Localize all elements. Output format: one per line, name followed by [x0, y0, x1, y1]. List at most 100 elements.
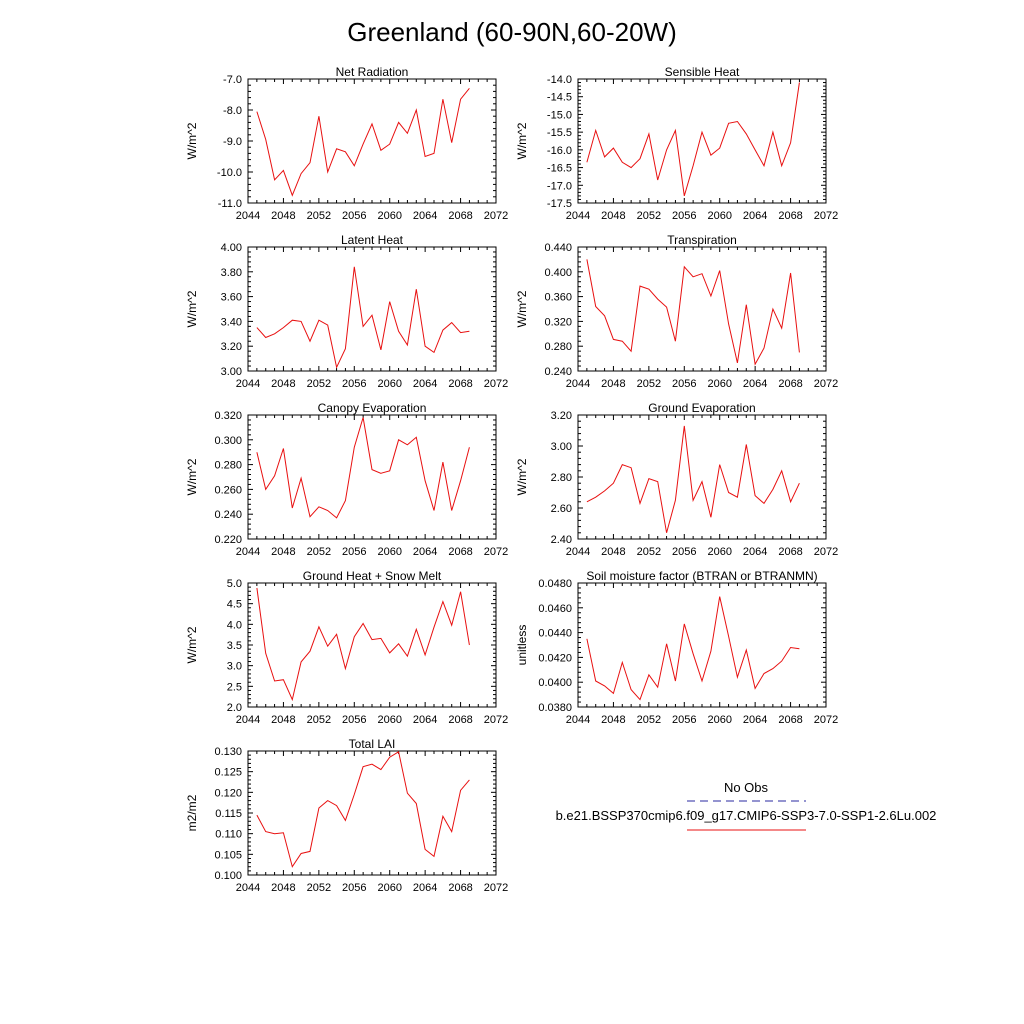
panel-title: Sensible Heat [665, 65, 740, 79]
y-tick-label: 0.130 [214, 746, 242, 758]
x-tick-label: 2064 [413, 210, 437, 222]
x-tick-label: 2064 [413, 882, 437, 894]
panel-title: Net Radiation [336, 65, 409, 79]
x-tick-label: 2072 [814, 210, 838, 222]
x-tick-label: 2048 [601, 210, 625, 222]
y-axis-label: W/m^2 [515, 458, 529, 495]
y-tick-label: 2.5 [227, 681, 242, 693]
y-axis-label: W/m^2 [185, 122, 199, 159]
y-axis-label: W/m^2 [185, 626, 199, 663]
x-tick-label: 2056 [342, 882, 366, 894]
y-axis-label: W/m^2 [515, 122, 529, 159]
y-tick-label: 0.440 [544, 242, 572, 254]
x-tick-label: 2064 [413, 714, 437, 726]
x-tick-label: 2060 [707, 546, 731, 558]
x-tick-label: 2044 [566, 210, 590, 222]
legend-label: No Obs [724, 780, 769, 795]
x-tick-label: 2064 [413, 546, 437, 558]
panel-latent-heat: Latent Heat W/m^2 2044 2048 2052 2056 2060 2064… [185, 233, 508, 390]
x-tick-label: 2044 [566, 714, 590, 726]
y-tick-label: 0.0460 [538, 603, 572, 615]
y-tick-label: 0.100 [214, 870, 242, 882]
x-tick-label: 2052 [307, 378, 331, 390]
y-tick-label: 0.125 [214, 767, 242, 779]
x-tick-label: 2056 [672, 714, 696, 726]
y-tick-label: -7.0 [223, 74, 242, 86]
y-tick-label: -17.5 [547, 198, 572, 210]
y-tick-label: -17.0 [547, 180, 572, 192]
x-tick-label: 2068 [448, 210, 472, 222]
x-tick-label: 2056 [342, 378, 366, 390]
y-tick-label: 5.0 [227, 578, 242, 590]
y-tick-label: -14.0 [547, 74, 572, 86]
legend-label: b.e21.BSSP370cmip6.f09_g17.CMIP6-SSP3-7.… [556, 808, 937, 823]
y-tick-label: 3.20 [221, 341, 242, 353]
y-tick-label: -14.5 [547, 92, 572, 104]
x-tick-label: 2060 [377, 546, 401, 558]
y-tick-label: -15.5 [547, 127, 572, 139]
x-tick-label: 2072 [814, 546, 838, 558]
y-tick-label: 0.0480 [538, 578, 572, 590]
x-tick-label: 2068 [448, 882, 472, 894]
x-tick-label: 2060 [707, 714, 731, 726]
x-tick-label: 2052 [307, 714, 331, 726]
panel-ground-evaporation: Ground Evaporation W/m^2 2044 2048 2052 2056 2… [515, 401, 838, 558]
y-tick-label: 3.0 [227, 661, 242, 673]
series-line [586, 425, 800, 533]
y-axis-label: W/m^2 [185, 290, 199, 327]
y-tick-label: 4.5 [227, 599, 242, 611]
y-tick-label: 0.0400 [538, 677, 572, 689]
y-tick-label: -16.0 [547, 145, 572, 157]
y-tick-label: -11.0 [218, 198, 242, 210]
y-tick-label: 3.20 [551, 410, 572, 422]
x-tick-label: 2056 [672, 210, 696, 222]
x-tick-label: 2052 [307, 546, 331, 558]
x-tick-label: 2064 [743, 210, 767, 222]
panel-title: Total LAI [349, 737, 396, 751]
x-tick-label: 2044 [566, 378, 590, 390]
x-tick-label: 2044 [236, 546, 260, 558]
x-tick-label: 2060 [377, 210, 401, 222]
x-tick-label: 2068 [778, 546, 802, 558]
x-tick-label: 2056 [672, 378, 696, 390]
y-tick-label: 3.40 [221, 316, 242, 328]
series-line [256, 751, 470, 868]
panel-title: Ground Evaporation [648, 401, 755, 415]
x-tick-label: 2068 [778, 714, 802, 726]
y-tick-label: -9.0 [223, 136, 242, 148]
x-tick-label: 2064 [413, 378, 437, 390]
y-tick-label: 2.80 [551, 472, 572, 484]
y-tick-label: 0.115 [215, 808, 242, 820]
y-tick-label: 2.60 [551, 503, 572, 515]
y-tick-label: 0.280 [544, 341, 572, 353]
x-tick-label: 2060 [707, 378, 731, 390]
y-tick-label: 0.105 [214, 849, 242, 861]
y-axis-label: unitless [515, 625, 529, 666]
x-tick-label: 2048 [601, 714, 625, 726]
y-tick-label: 0.360 [544, 292, 572, 304]
x-tick-label: 2068 [778, 210, 802, 222]
panel-ground-heat-snow-melt: Ground Heat + Snow Melt W/m^2 2044 2048 2052… [185, 569, 508, 726]
y-tick-label: 0.260 [214, 484, 242, 496]
x-tick-label: 2068 [448, 378, 472, 390]
y-tick-label: -16.5 [547, 163, 572, 175]
x-tick-label: 2060 [377, 378, 401, 390]
y-tick-label: 2.40 [551, 534, 572, 546]
panel-title: Canopy Evaporation [318, 401, 427, 415]
series-line [586, 82, 800, 197]
series-line [586, 259, 800, 366]
x-tick-label: 2060 [377, 882, 401, 894]
x-tick-label: 2052 [637, 210, 661, 222]
series-line [586, 596, 800, 701]
x-tick-label: 2072 [814, 714, 838, 726]
y-tick-label: -10.0 [217, 167, 242, 179]
y-tick-label: 3.5 [227, 640, 242, 652]
x-tick-label: 2048 [271, 210, 295, 222]
panel-transpiration: Transpiration W/m^2 2044 2048 2052 2056 2060 20… [515, 233, 838, 390]
x-tick-label: 2056 [672, 546, 696, 558]
y-tick-label: 0.240 [214, 509, 242, 521]
x-tick-label: 2060 [707, 210, 731, 222]
x-tick-label: 2072 [484, 714, 508, 726]
